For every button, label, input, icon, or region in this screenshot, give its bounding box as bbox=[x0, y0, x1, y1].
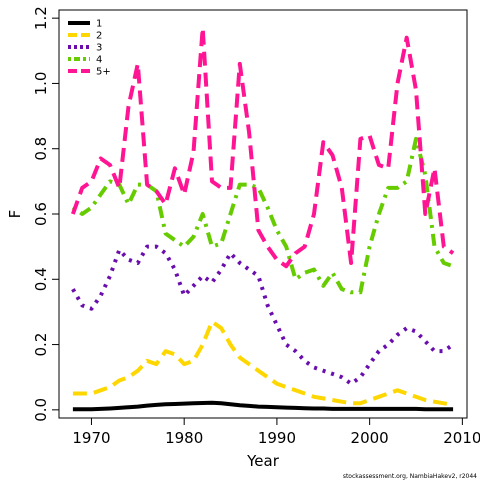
legend-label-4: 4 bbox=[96, 55, 102, 66]
y-tick-label: 1.2 bbox=[32, 6, 50, 30]
x-tick-label: 2010 bbox=[443, 429, 480, 447]
y-tick-label: 1.0 bbox=[32, 72, 50, 96]
series-line-5 bbox=[71, 26, 455, 269]
series-layer bbox=[71, 26, 455, 412]
y-axis-title: F bbox=[6, 210, 24, 219]
legend-label-3: 3 bbox=[96, 43, 102, 54]
y-tick-label: 0.8 bbox=[32, 137, 50, 161]
series-line-4 bbox=[71, 136, 454, 295]
legend-label-5: 5+ bbox=[96, 67, 111, 78]
legend-label-2: 2 bbox=[96, 31, 102, 42]
x-tick-label: 1980 bbox=[165, 429, 203, 447]
footer-credit: stockassessment.org, NambiaHakev2, r2044 bbox=[343, 473, 477, 480]
legend-label-1: 1 bbox=[96, 19, 102, 30]
x-tick-label: 1990 bbox=[258, 429, 296, 447]
x-axis: 1970 1980 1990 2000 2010 bbox=[72, 418, 480, 447]
series-line-1 bbox=[72, 400, 454, 412]
y-tick-label: 0.0 bbox=[32, 398, 50, 422]
y-tick-label: 0.4 bbox=[32, 267, 50, 291]
x-tick-label: 1970 bbox=[72, 429, 110, 447]
x-tick-label: 2000 bbox=[351, 429, 389, 447]
y-tick-label: 0.2 bbox=[32, 333, 50, 357]
x-axis-title: Year bbox=[246, 452, 280, 470]
series-line-2 bbox=[72, 319, 454, 407]
y-axis: 0.0 0.2 0.4 0.6 0.8 1.0 1.2 bbox=[32, 6, 59, 422]
y-tick-label: 0.6 bbox=[32, 202, 50, 226]
